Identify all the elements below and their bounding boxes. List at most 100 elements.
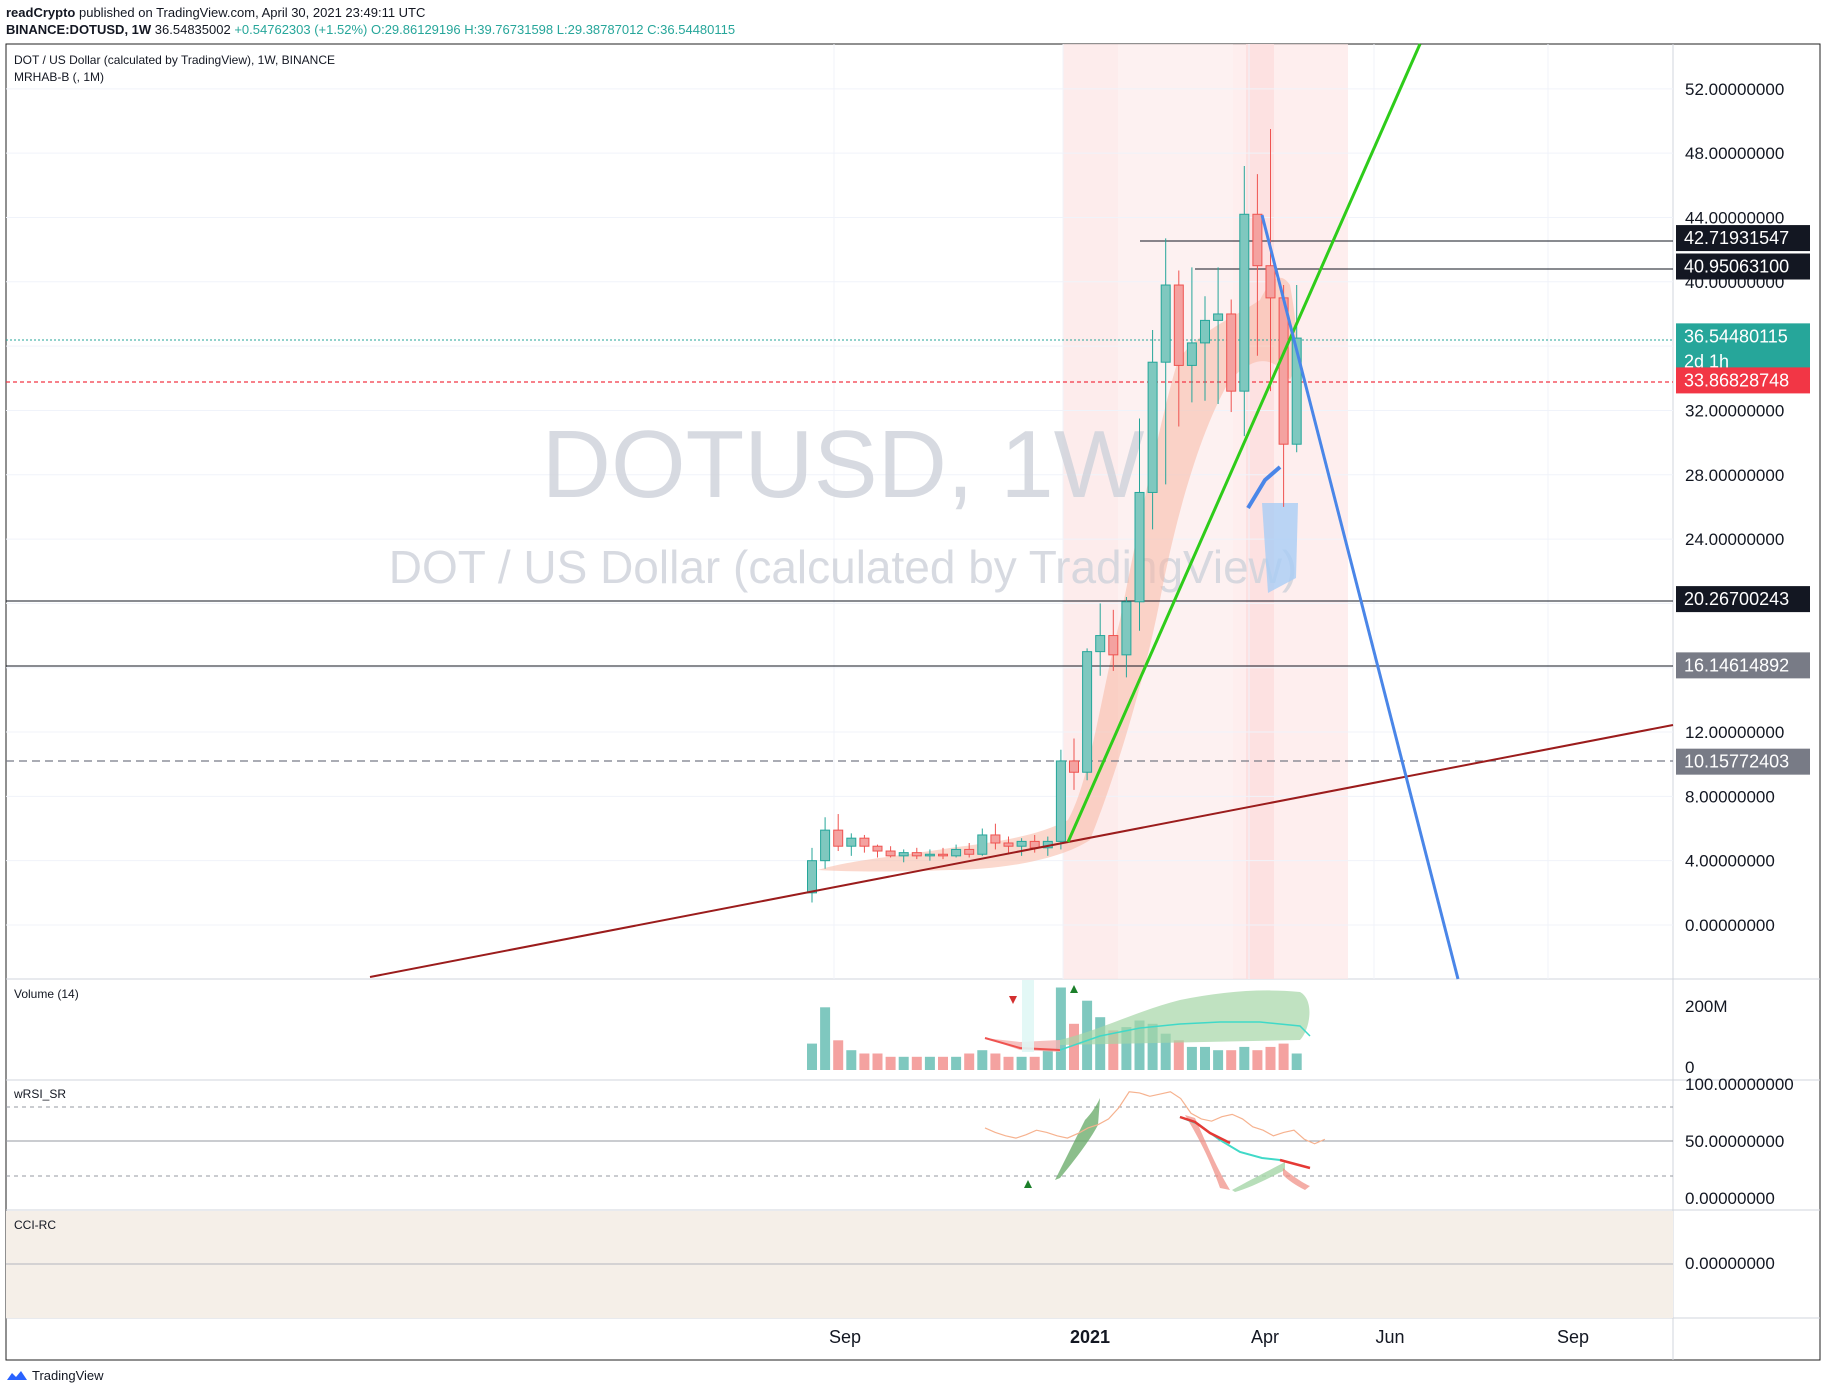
- volume-bar: [1160, 1033, 1171, 1070]
- publisher-name[interactable]: readCrypto: [6, 5, 76, 20]
- candle-body: [938, 853, 948, 857]
- candle-body: [1278, 297, 1289, 445]
- candle-body: [1200, 319, 1210, 344]
- candle-body: [1239, 213, 1250, 392]
- candle-body: [859, 837, 870, 847]
- price-label-box: [1676, 253, 1810, 280]
- candle-body: [977, 834, 988, 855]
- price-label-text: 42.71931547: [1684, 228, 1789, 248]
- candle-body: [1069, 760, 1079, 773]
- high-value: H:39.76731598: [464, 22, 554, 37]
- volume-bar: [846, 1050, 857, 1070]
- cci-pane-label: CCI-RC: [14, 1218, 56, 1232]
- candle-body: [872, 845, 883, 852]
- candle-body: [885, 850, 896, 857]
- rsi-ma-red-2: [1279, 1158, 1311, 1170]
- candle-body: [898, 852, 909, 857]
- volume-bar: [1213, 1050, 1224, 1070]
- candle-body: [951, 848, 962, 857]
- candle-body: [1108, 635, 1119, 656]
- support-trendline: [369, 724, 1674, 978]
- volume-bar: [1265, 1046, 1276, 1070]
- candle-body: [1265, 265, 1276, 299]
- volume-bar: [990, 1053, 1001, 1070]
- candle-body: [1186, 342, 1197, 366]
- volume-bar: [833, 1040, 844, 1070]
- candle-body: [990, 834, 1001, 844]
- rsi-buy-marker: [1024, 1180, 1032, 1188]
- downtrend-projection-line: [1260, 214, 1460, 980]
- sell-signal-marker: [1009, 996, 1017, 1004]
- volume-bar: [1029, 1056, 1040, 1070]
- price-tick: 8.00000000: [1685, 787, 1775, 806]
- price-label-text: 40.95063100: [1684, 257, 1789, 277]
- rsi-tick-0: 0.00000000: [1685, 1189, 1775, 1208]
- time-tick: Sep: [829, 1327, 861, 1347]
- uptrend-line: [1066, 43, 1422, 843]
- price-tick: 52.00000000: [1685, 80, 1784, 99]
- volume-tick-0: 0: [1685, 1058, 1694, 1077]
- candle-body: [1213, 313, 1224, 321]
- price-label-box: [1676, 323, 1810, 376]
- time-tick: Jun: [1375, 1327, 1404, 1347]
- candle-body: [846, 837, 857, 847]
- volume-bar: [1200, 1046, 1210, 1070]
- volume-bar: [1069, 1023, 1079, 1070]
- time-axis[interactable]: Sep 2021 Apr Jun Sep: [829, 1327, 1589, 1347]
- mrhab-band: [818, 277, 1297, 872]
- projection-cloud: [1262, 503, 1298, 593]
- time-tick: Sep: [1557, 1327, 1589, 1347]
- price-label-text: 10.15772403: [1684, 752, 1789, 772]
- series-title: DOT / US Dollar (calculated by TradingVi…: [14, 53, 335, 67]
- last-price: 36.54835002: [154, 22, 231, 37]
- rsi-green-fill-2: [1232, 1162, 1285, 1192]
- candle-body: [833, 829, 844, 847]
- price-tick: 12.00000000: [1685, 723, 1784, 742]
- volume-bar: [964, 1053, 975, 1070]
- volume-bar: [951, 1056, 962, 1070]
- watermark-main: DOTUSD, 1W: [542, 411, 1145, 518]
- time-tick: 2021: [1070, 1327, 1110, 1347]
- price-label-box: [1676, 586, 1810, 613]
- price-tick: 32.00000000: [1685, 401, 1784, 420]
- countdown-text: 2d 1h: [1684, 351, 1729, 371]
- candle-body: [1173, 284, 1184, 366]
- volume-bar: [1121, 1027, 1132, 1070]
- volume-bar: [1134, 1020, 1145, 1070]
- buy-signal-marker: [1070, 985, 1078, 993]
- rsi-tick-50: 50.00000000: [1685, 1132, 1784, 1151]
- low-value: L:29.38787012: [556, 22, 644, 37]
- volume-bar: [1055, 987, 1066, 1070]
- candle-body: [1134, 491, 1145, 603]
- candle-body: [1160, 284, 1171, 363]
- rsi-ma-red: [1179, 1115, 1231, 1145]
- candle-body: [911, 852, 922, 857]
- volume-bar: [859, 1053, 870, 1070]
- rsi-red-fill-2: [1283, 1168, 1310, 1190]
- price-tick: 28.00000000: [1685, 466, 1784, 485]
- volume-bar: [1291, 1053, 1302, 1070]
- price-label-box: [1676, 748, 1810, 775]
- volume-bar: [1003, 1056, 1014, 1070]
- price-tick: 48.00000000: [1685, 144, 1784, 163]
- price-label-text: 20.26700243: [1684, 589, 1789, 609]
- price-axis[interactable]: 52.0000000048.0000000044.0000000040.0000…: [1685, 80, 1784, 935]
- footer-brand[interactable]: TradingView: [32, 1368, 104, 1383]
- volume-bar: [1226, 1050, 1237, 1070]
- rsi-tick-100: 100.00000000: [1685, 1075, 1794, 1094]
- close-value: C:36.54480115: [647, 22, 736, 37]
- volume-bar: [1147, 1023, 1158, 1070]
- candle-body: [820, 829, 831, 862]
- volume-pane-label: Volume (14): [14, 987, 79, 1001]
- candle-body: [807, 860, 817, 894]
- open-value: O:29.86129196: [370, 22, 461, 37]
- time-tick: Apr: [1251, 1327, 1279, 1347]
- candle-body: [1082, 651, 1093, 773]
- candle-body: [1095, 635, 1106, 653]
- volume-bar: [1042, 1050, 1053, 1070]
- candle-body: [1147, 361, 1158, 493]
- volume-bar: [872, 1053, 883, 1070]
- price-label-box: [1676, 367, 1810, 394]
- candle-body: [1252, 213, 1263, 267]
